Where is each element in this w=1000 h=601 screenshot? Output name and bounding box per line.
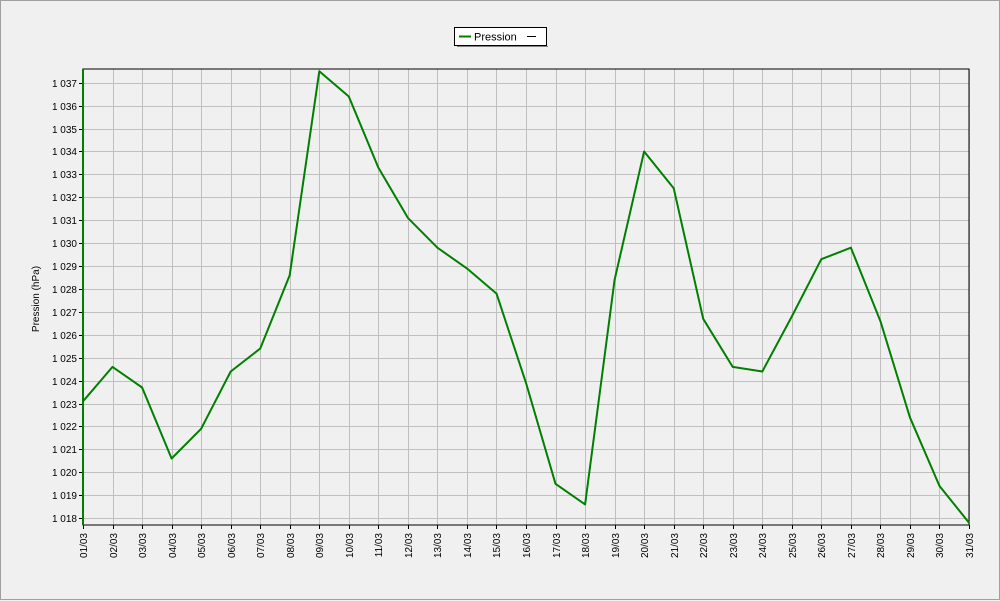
y-tick-label: 1 019 <box>52 491 77 502</box>
y-tick-label: 1 035 <box>52 125 77 136</box>
x-tick-label: 15/03 <box>492 533 503 558</box>
x-tick-label: 16/03 <box>522 533 533 558</box>
data-point <box>377 166 380 169</box>
data-point <box>495 292 498 295</box>
data-point <box>229 370 232 373</box>
y-tick-label: 1 033 <box>52 170 77 181</box>
y-tick-label: 1 032 <box>52 193 77 204</box>
x-tick-label: 06/03 <box>227 533 238 558</box>
data-point <box>731 366 734 368</box>
legend-box <box>454 27 547 46</box>
data-point <box>141 386 143 389</box>
legend-entry-pression: Pression <box>474 32 517 44</box>
data-point <box>672 187 675 189</box>
y-tick-label: 1 029 <box>52 262 77 273</box>
x-tick-label: 09/03 <box>315 533 326 558</box>
data-point <box>791 315 793 318</box>
x-tick-label: 04/03 <box>168 533 179 558</box>
x-tick-label: 22/03 <box>699 533 710 558</box>
y-tick-label: 1 027 <box>52 308 77 319</box>
data-point <box>702 318 704 320</box>
x-tick-label: 14/03 <box>463 533 474 558</box>
x-tick-label: 27/03 <box>847 533 858 558</box>
y-tick-label: 1 028 <box>52 285 77 296</box>
y-tick-label: 1 020 <box>52 468 77 479</box>
y-axis: 1 018 1 019 1 020 1 021 1 022 1 023 1 024 1 025… <box>52 79 83 525</box>
x-tick-label: 03/03 <box>138 533 149 558</box>
y-tick-label: 1 026 <box>52 331 77 342</box>
x-tick-label: 21/03 <box>670 533 681 558</box>
data-point <box>820 258 823 261</box>
data-point <box>436 246 439 249</box>
data-point <box>525 382 527 384</box>
x-tick-label: 01/03 <box>79 533 90 558</box>
y-tick-label: 1 018 <box>52 514 77 525</box>
series-layer <box>82 69 970 525</box>
y-tick-label: 1 031 <box>52 216 77 227</box>
x-axis: 01/03 02/03 03/03 04/03 05/03 06/03 07/03 08/03… <box>79 525 976 558</box>
x-tick-label: 17/03 <box>552 533 563 558</box>
x-tick-label: 05/03 <box>197 533 208 558</box>
data-point <box>288 274 291 277</box>
data-point <box>318 70 321 73</box>
y-axis-label: Pression (hPa) <box>31 266 42 332</box>
x-tick-label: 18/03 <box>581 533 592 558</box>
data-point <box>613 279 616 281</box>
x-tick-label: 30/03 <box>935 533 946 558</box>
x-tick-label: 31/03 <box>965 533 976 558</box>
x-tick-label: 28/03 <box>876 533 887 558</box>
y-tick-label: 1 025 <box>52 354 77 365</box>
x-tick-label: 23/03 <box>729 533 740 558</box>
data-point <box>259 347 262 350</box>
y-tick-label: 1 037 <box>52 79 77 90</box>
x-tick-label: 08/03 <box>286 533 297 558</box>
y-tick-label: 1 024 <box>52 377 77 388</box>
gridlines <box>83 69 970 525</box>
y-tick-label: 1 036 <box>52 102 77 113</box>
data-point <box>407 217 409 219</box>
x-tick-label: 10/03 <box>345 533 356 558</box>
y-tick-label: 1 030 <box>52 239 77 250</box>
x-tick-label: 19/03 <box>611 533 622 558</box>
x-tick-label: 26/03 <box>817 533 828 558</box>
x-tick-label: 12/03 <box>404 533 415 558</box>
data-point <box>170 457 173 460</box>
x-tick-label: 11/03 <box>374 533 385 558</box>
data-point <box>938 485 941 487</box>
data-point <box>554 483 557 485</box>
data-point <box>909 416 911 419</box>
data-point <box>761 370 764 373</box>
x-tick-label: 24/03 <box>758 533 769 558</box>
x-tick-label: 29/03 <box>906 533 917 558</box>
data-point <box>348 95 350 98</box>
data-point <box>879 320 882 322</box>
data-point <box>643 150 645 153</box>
y-tick-label: 1 034 <box>52 147 77 158</box>
x-tick-label: 25/03 <box>788 533 799 558</box>
legend: Pression <box>454 27 548 47</box>
x-tick-label: 20/03 <box>640 533 651 558</box>
data-point <box>850 246 852 249</box>
y-tick-label: 1 023 <box>52 400 77 411</box>
y-tick-label: 1 021 <box>52 445 77 456</box>
x-tick-label: 07/03 <box>256 533 267 558</box>
data-point <box>584 503 586 506</box>
x-tick-label: 13/03 <box>433 533 444 558</box>
data-point <box>111 366 114 368</box>
x-tick-label: 02/03 <box>109 533 120 558</box>
y-tick-label: 1 022 <box>52 422 77 433</box>
data-point <box>466 267 468 270</box>
data-point <box>968 521 970 524</box>
data-point <box>200 428 202 430</box>
